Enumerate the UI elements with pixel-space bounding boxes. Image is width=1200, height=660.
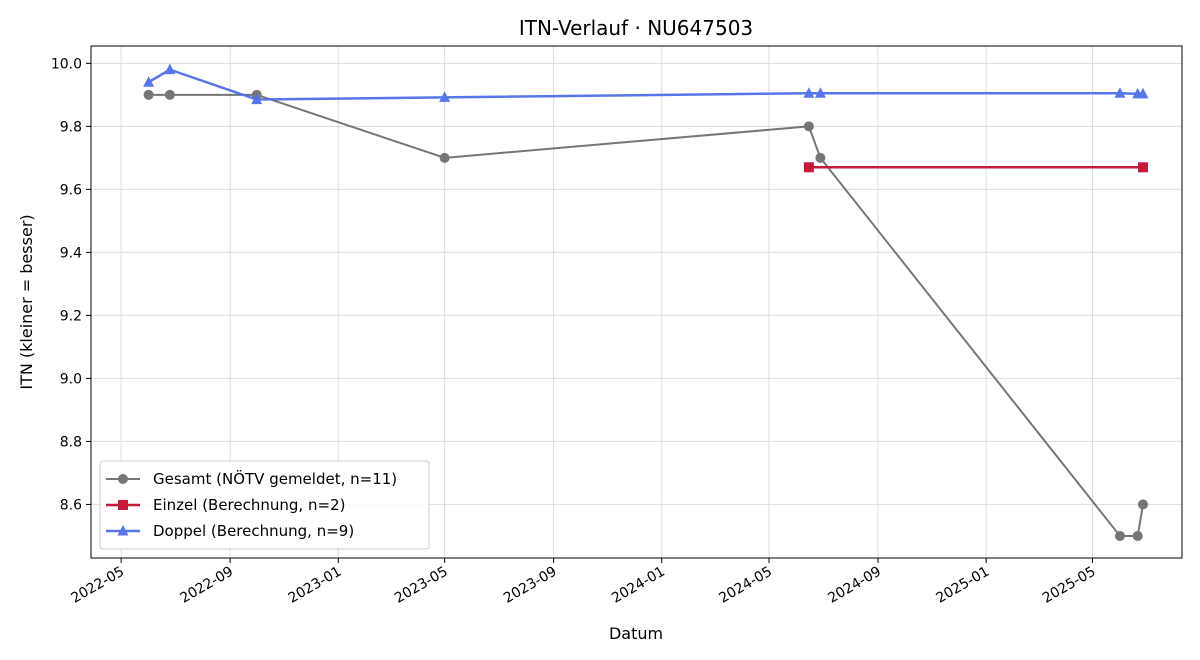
legend-box: [99, 460, 430, 550]
y-tick-label: 9.4: [60, 245, 82, 261]
legend-label: Gesamt (NÖTV gemeldet, n=11): [153, 469, 397, 488]
y-tick-label: 9.2: [60, 308, 82, 324]
data-point: [803, 162, 814, 173]
data-point: [1137, 87, 1149, 99]
legend-swatch-marker: [118, 500, 128, 510]
legend: Gesamt (NÖTV gemeldet, n=11) Einzel (Bere…: [99, 460, 430, 550]
data-point: [1138, 499, 1149, 510]
legend-entry: [106, 525, 140, 536]
data-point: [164, 63, 176, 75]
legend-swatch-marker: [117, 525, 129, 536]
legend-label: Einzel (Berechnung, n=2): [153, 496, 345, 514]
y-tick-label: 8.8: [60, 434, 82, 450]
data-point: [143, 76, 155, 87]
data-point: [251, 93, 263, 105]
data-point: [164, 89, 175, 100]
data-point: [1132, 530, 1143, 541]
data-point: [1138, 162, 1149, 173]
plot-frame: [90, 45, 1183, 559]
data-point: [1114, 87, 1126, 98]
data-point: [439, 91, 451, 102]
y-axis: 8.6 8.8 9.0 9.2 9.4 9.6 9.8 10.0: [51, 56, 91, 513]
legend-entry: [106, 500, 140, 510]
series-circle: [143, 89, 1149, 541]
data-point: [815, 152, 826, 163]
series-layer: [143, 63, 1149, 541]
data-point: [1114, 530, 1125, 541]
data-point: [803, 87, 815, 98]
data-point: [439, 152, 450, 163]
y-tick-label: 9.6: [60, 182, 82, 198]
series-triangle: [143, 63, 1149, 105]
y-tick-label: 9.8: [60, 119, 82, 135]
series-square: [803, 162, 1149, 173]
chart-title: ITN-Verlauf · NU647503: [519, 16, 753, 40]
y-tick-label: 9.0: [60, 371, 82, 387]
y-tick-label: 8.6: [60, 497, 82, 513]
legend-swatch-marker: [118, 474, 128, 484]
x-axis-label: Datum: [609, 624, 663, 643]
y-tick-label: 10.0: [51, 56, 82, 72]
data-point: [814, 87, 826, 98]
legend-label: Doppel (Berechnung, n=9): [153, 522, 354, 540]
legend-entry: [106, 474, 140, 484]
data-point: [143, 89, 154, 100]
grid-lines: [91, 46, 1182, 558]
y-axis-label: ITN (kleiner = besser): [17, 214, 36, 389]
data-point: [803, 121, 814, 132]
